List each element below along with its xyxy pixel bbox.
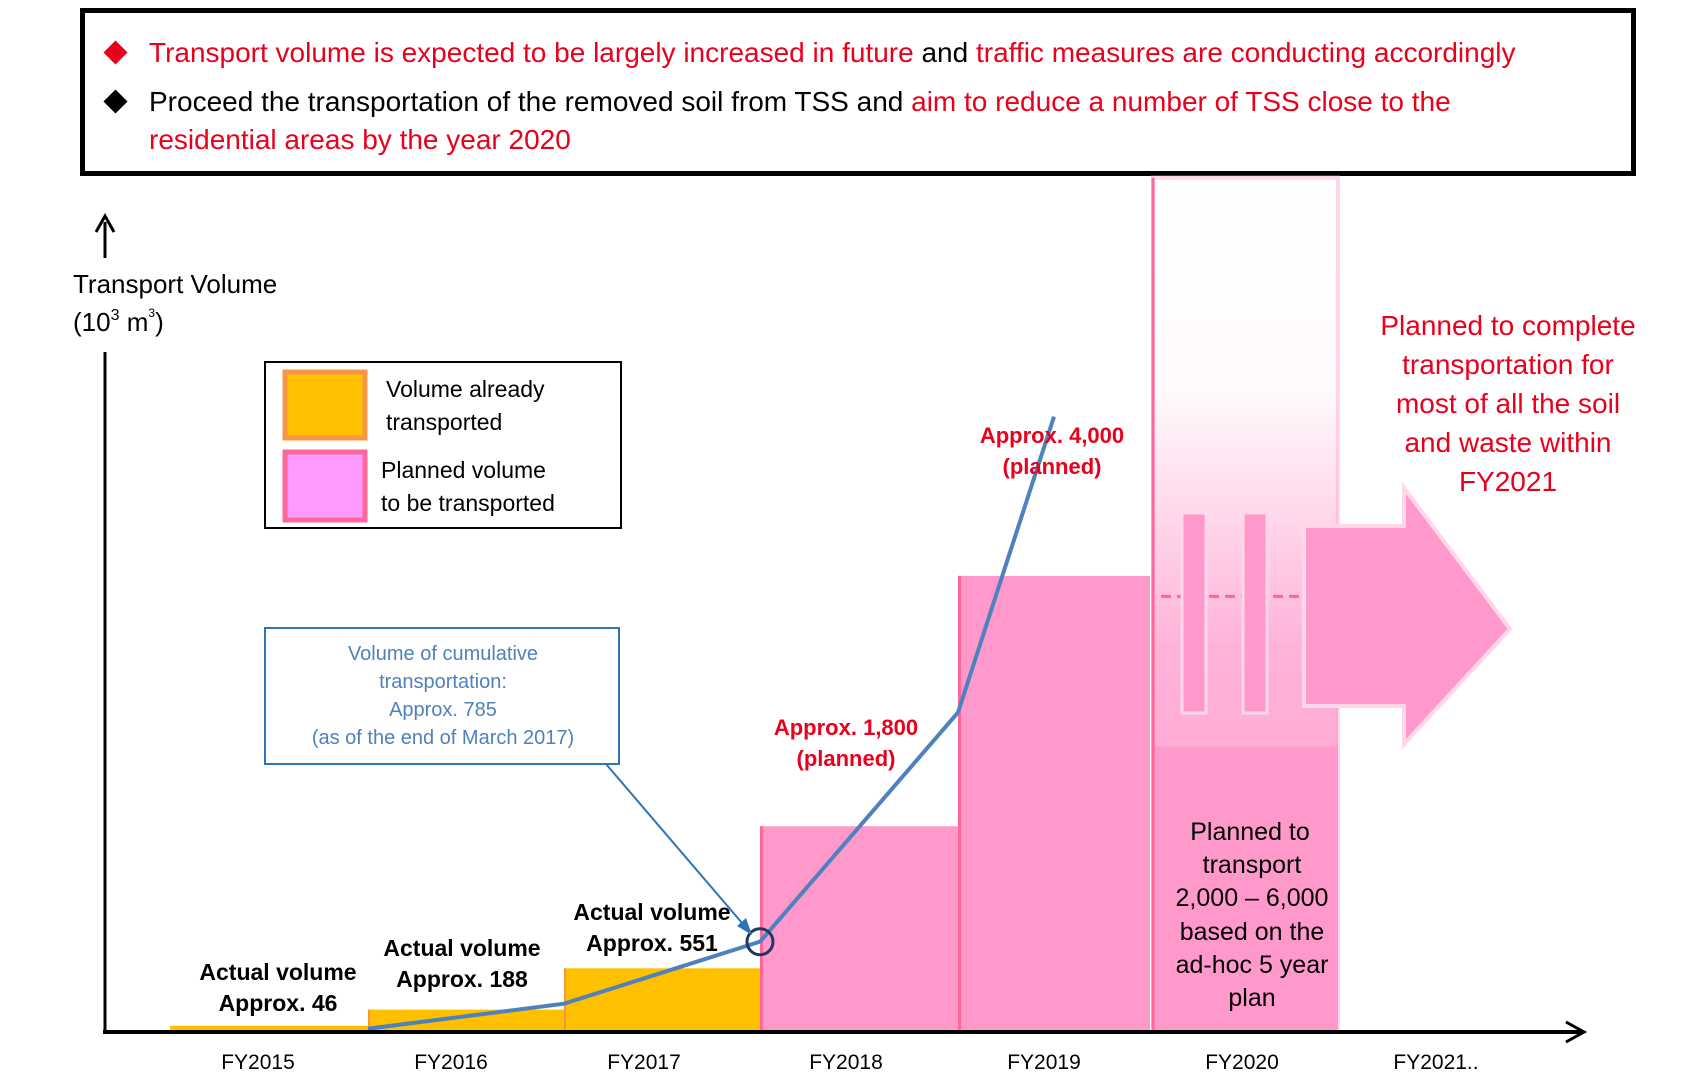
fy2020-note-2: transport: [1203, 851, 1302, 879]
legend-swatch-planned: [282, 449, 368, 523]
y-axis-unit: (103 m3): [73, 306, 164, 337]
callout-line-4: (as of the end of March 2017): [312, 727, 574, 749]
legend-label-transported-2: transported: [386, 409, 502, 435]
arrow-stripe-2: [1241, 511, 1269, 715]
bar-fy2018: [760, 826, 958, 1031]
x-tick-fy2019: FY2019: [1007, 1051, 1081, 1072]
bar-fy2019: [958, 575, 1150, 1031]
bar-label-fy2016-line2: Approx. 188: [396, 966, 528, 992]
fy2020-note: Planned to transport 2,000 – 6,000 based…: [1176, 818, 1329, 1012]
x-tick-fy2018: FY2018: [809, 1051, 883, 1072]
cumulative-line: [367, 416, 1056, 1031]
completion-note-4: and waste within: [1404, 427, 1611, 458]
x-tick-fy2021: FY2021..: [1393, 1051, 1478, 1072]
y-unit-unit: m: [119, 307, 148, 337]
fy2020-note-3: 2,000 – 6,000: [1176, 884, 1329, 912]
notice-bullet-2-part2: aim to reduce a number of TSS close to t…: [911, 86, 1451, 117]
notice-bullet-1-part1: Transport volume is expected to be large…: [149, 37, 914, 68]
y-axis-label: Transport Volume: [73, 269, 277, 299]
legend-swatch-transported: [282, 369, 368, 441]
bar-label-fy2017-line2: Approx. 551: [586, 930, 718, 956]
legend: Volume already transported Planned volum…: [264, 361, 622, 529]
y-axis-arrow-head: [94, 212, 116, 233]
legend-label-transported-1: Volume already: [386, 376, 545, 402]
x-tick-fy2016: FY2016: [414, 1051, 488, 1072]
callout-pointer-head: [737, 918, 752, 935]
fy2020-note-5: ad-hoc 5 year: [1176, 951, 1329, 979]
x-tick-fy2017: FY2017: [607, 1051, 681, 1072]
cumulative-point-marker: [745, 927, 775, 957]
completion-arrow: [1302, 482, 1513, 750]
completion-note-3: most of all the soil: [1396, 388, 1620, 419]
callout-line-2: transportation:: [379, 671, 507, 693]
completion-note-5: FY2021: [1459, 466, 1557, 497]
y-unit-unit-sup: 3: [148, 306, 155, 320]
fy2020-note-6: plan: [1228, 984, 1275, 1012]
x-tick-fy2020: FY2020: [1205, 1051, 1279, 1072]
bar-fy2016: [368, 1009, 564, 1031]
bar-label-fy2016-line1: Actual volume: [383, 935, 540, 961]
fy2020-note-1: Planned to: [1190, 818, 1310, 846]
legend-label-planned-2: to be transported: [381, 490, 555, 516]
callout-line-3: Approx. 785: [389, 699, 497, 721]
legend-label-planned-1: Planned volume: [381, 457, 546, 483]
arrow-stripe-1: [1180, 511, 1208, 715]
completion-note-2: transportation for: [1402, 349, 1614, 380]
bar-fy2015: [170, 1025, 368, 1031]
completion-note: Planned to complete transportation for m…: [1380, 310, 1635, 497]
y-unit-base: (10: [73, 307, 111, 337]
bar-label-fy2019-line2: (planned): [1003, 454, 1102, 479]
bar-fy2017: [564, 968, 760, 1031]
notice-bullet-1-part2: and: [913, 37, 976, 68]
completion-note-1: Planned to complete: [1380, 310, 1635, 341]
cumulative-callout: Volume of cumulative transportation: App…: [264, 627, 752, 935]
bar-label-fy2015-line1: Actual volume: [199, 959, 356, 985]
notice-box: Transport volume is expected to be large…: [80, 8, 1636, 176]
fy2020-note-4: based on the: [1180, 918, 1325, 946]
y-unit-close: ): [155, 307, 164, 337]
bar-label-fy2015-line2: Approx. 46: [219, 990, 338, 1016]
notice-bullet-2: Proceed the transportation of the remove…: [149, 83, 1451, 159]
callout-line-1: Volume of cumulative: [348, 643, 538, 665]
bar-label-fy2018-line2: (planned): [797, 746, 896, 771]
notice-bullet-2-part3: residential areas by the year 2020: [149, 124, 571, 155]
bar-label-fy2017-line1: Actual volume: [573, 899, 730, 925]
callout-box: [264, 627, 620, 765]
bar-label-fy2018-line1: Approx. 1,800: [774, 715, 918, 740]
notice-bullet-2-part1: Proceed the transportation of the remove…: [149, 86, 912, 117]
y-unit-exp: 3: [111, 307, 120, 324]
bar-label-fy2019-line1: Approx. 4,000: [980, 423, 1124, 448]
notice-bullet-1-part3: traffic measures are conducting accordin…: [975, 37, 1516, 68]
x-tick-fy2015: FY2015: [221, 1051, 295, 1072]
fy2020-range-solid: [1153, 746, 1338, 1031]
notice-bullet-1: Transport volume is expected to be large…: [149, 34, 1516, 72]
callout-pointer: [605, 763, 749, 931]
x-axis-arrow-head: [1565, 1020, 1588, 1044]
